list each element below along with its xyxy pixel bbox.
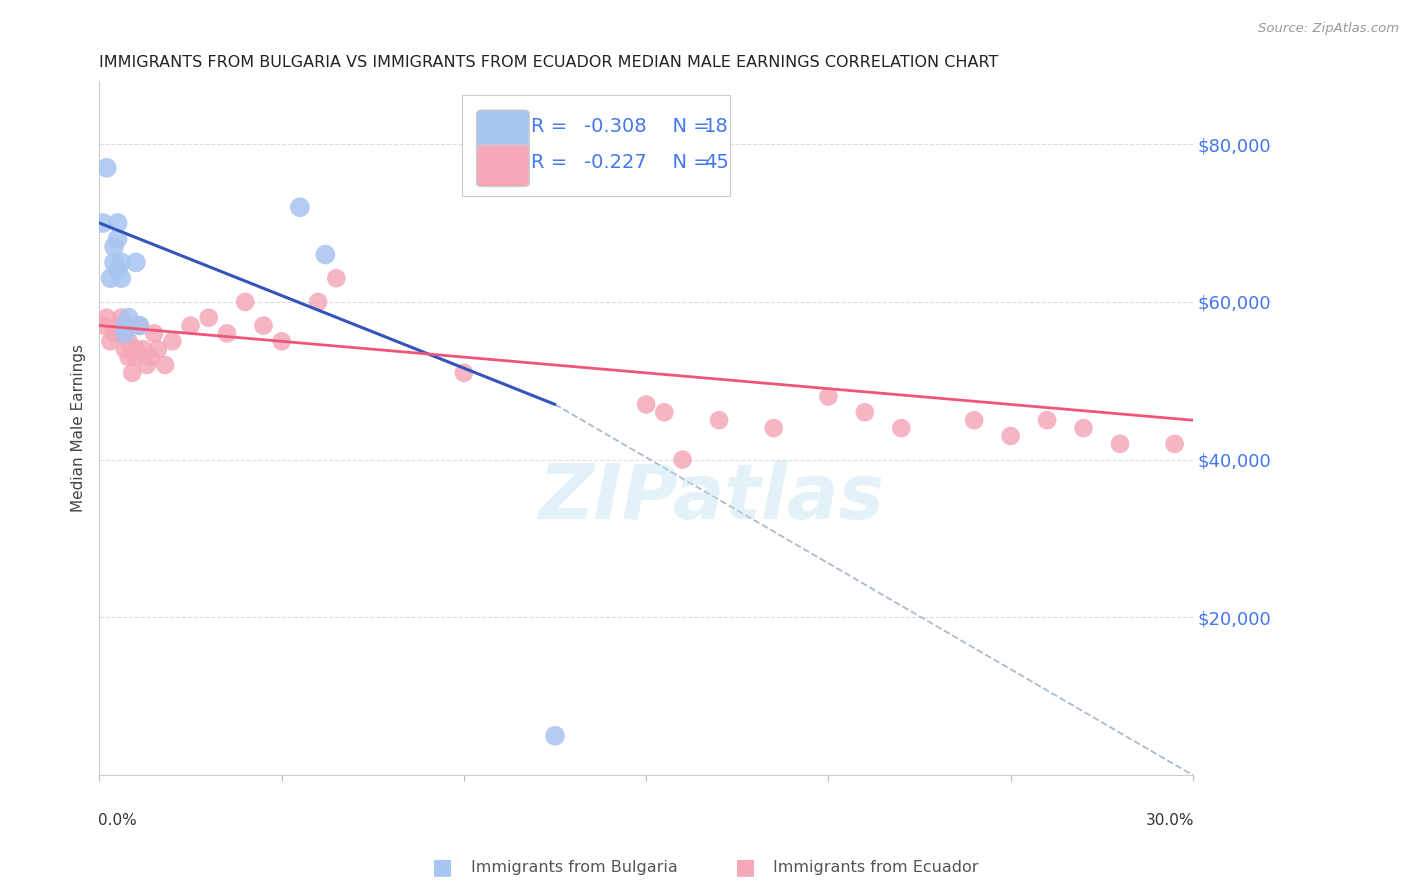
Point [103, 255, 125, 269]
Point [110, 310, 132, 325]
Point [314, 247, 336, 261]
Text: 18: 18 [704, 117, 728, 136]
Text: -0.227: -0.227 [583, 153, 647, 172]
Point [252, 318, 274, 333]
Point [114, 342, 136, 356]
Point [270, 334, 292, 349]
Text: 30.0%: 30.0% [1146, 814, 1194, 829]
Point [128, 318, 150, 333]
Point [114, 326, 136, 341]
Text: Source: ZipAtlas.com: Source: ZipAtlas.com [1258, 22, 1399, 36]
Point [107, 232, 129, 246]
Point [215, 326, 238, 341]
Point [96, 161, 118, 175]
Text: R =: R = [531, 153, 574, 172]
Point [817, 390, 839, 404]
Point [98, 271, 121, 285]
Point [125, 350, 148, 364]
Text: N =: N = [661, 153, 717, 172]
Point [132, 342, 155, 356]
Point [139, 350, 162, 364]
Point [544, 729, 567, 743]
Point [117, 350, 139, 364]
Point [1000, 429, 1022, 443]
Point [110, 255, 132, 269]
Point [117, 310, 139, 325]
Point [1163, 437, 1185, 451]
Point [654, 405, 676, 419]
Text: IMMIGRANTS FROM BULGARIA VS IMMIGRANTS FROM ECUADOR MEDIAN MALE EARNINGS CORRELA: IMMIGRANTS FROM BULGARIA VS IMMIGRANTS F… [100, 55, 998, 70]
Point [146, 342, 169, 356]
Point [762, 421, 785, 435]
Y-axis label: Median Male Earnings: Median Male Earnings [72, 344, 86, 512]
Point [128, 318, 150, 333]
Point [325, 271, 347, 285]
Point [307, 294, 329, 309]
Point [107, 216, 129, 230]
Text: ■: ■ [735, 857, 755, 877]
Point [671, 452, 693, 467]
Point [233, 294, 256, 309]
Point [110, 271, 132, 285]
Point [288, 200, 311, 214]
Point [853, 405, 876, 419]
Point [91, 216, 114, 230]
Point [121, 366, 143, 380]
Text: 45: 45 [704, 153, 728, 172]
Text: 0.0%: 0.0% [98, 814, 138, 829]
Point [707, 413, 730, 427]
Point [107, 318, 129, 333]
Point [1073, 421, 1095, 435]
Point [197, 310, 219, 325]
Point [162, 334, 184, 349]
Text: N =: N = [661, 117, 717, 136]
Point [96, 310, 118, 325]
Text: Immigrants from Bulgaria: Immigrants from Bulgaria [471, 860, 678, 874]
Text: ZIPatlas: ZIPatlas [538, 460, 884, 534]
Text: R =: R = [531, 117, 574, 136]
Point [135, 358, 157, 372]
Text: -0.308: -0.308 [583, 117, 647, 136]
Point [636, 397, 658, 411]
Point [98, 334, 121, 349]
Point [125, 342, 148, 356]
Point [103, 326, 125, 341]
FancyBboxPatch shape [477, 145, 529, 186]
Text: Immigrants from Ecuador: Immigrants from Ecuador [773, 860, 979, 874]
Point [890, 421, 912, 435]
Point [153, 358, 176, 372]
Point [107, 326, 129, 341]
Point [107, 263, 129, 277]
Point [453, 366, 475, 380]
Point [91, 318, 114, 333]
Point [114, 318, 136, 333]
Point [963, 413, 986, 427]
Point [114, 326, 136, 341]
Point [180, 318, 202, 333]
Point [1036, 413, 1059, 427]
Point [1109, 437, 1132, 451]
Point [143, 326, 166, 341]
Point [103, 240, 125, 254]
FancyBboxPatch shape [477, 111, 529, 152]
Point [125, 255, 148, 269]
Text: ■: ■ [433, 857, 453, 877]
Point [117, 334, 139, 349]
FancyBboxPatch shape [463, 95, 730, 195]
